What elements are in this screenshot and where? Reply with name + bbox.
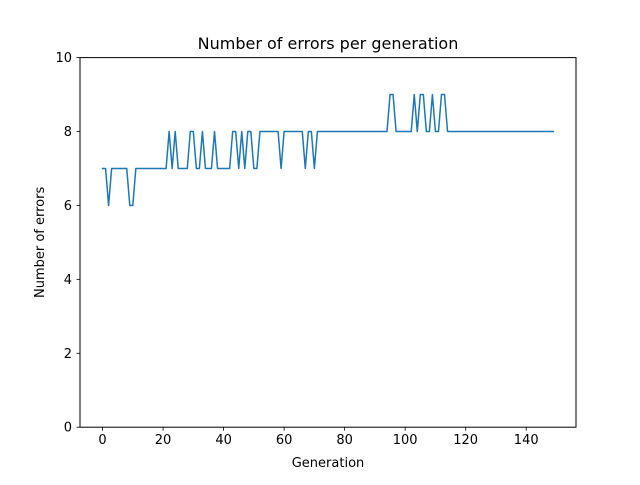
- axes-frame: [79, 57, 577, 428]
- y-tick-label: 4: [64, 273, 72, 288]
- x-tick-label: 0: [98, 433, 106, 448]
- x-axis-ticks: 0 20 40 60 80 100 120 140: [98, 427, 539, 448]
- y-tick-label: 2: [64, 347, 72, 362]
- y-axis-label: Number of errors: [33, 187, 48, 298]
- chart-title: Number of errors per generation: [198, 34, 459, 53]
- axes-spines: [79, 57, 577, 428]
- x-tick-label: 40: [215, 433, 232, 448]
- x-tick-label: 140: [514, 433, 539, 448]
- y-tick-label: 8: [64, 125, 72, 140]
- x-tick-label: 120: [453, 433, 478, 448]
- x-axis-label: Generation: [292, 456, 365, 471]
- y-axis-ticks: 0 2 4 6 8 10: [55, 51, 80, 436]
- x-tick-label: 20: [155, 433, 172, 448]
- y-tick-label: 0: [64, 421, 72, 436]
- y-tick-label: 10: [55, 51, 72, 66]
- series-layer: [101, 93, 555, 207]
- x-tick-label: 80: [336, 433, 353, 448]
- y-tick-label: 6: [64, 199, 72, 214]
- x-tick-label: 60: [276, 433, 293, 448]
- series-line-0: [101, 93, 555, 207]
- plot-area: [80, 57, 576, 428]
- axes-background: [80, 57, 576, 428]
- x-tick-label: 100: [393, 433, 418, 448]
